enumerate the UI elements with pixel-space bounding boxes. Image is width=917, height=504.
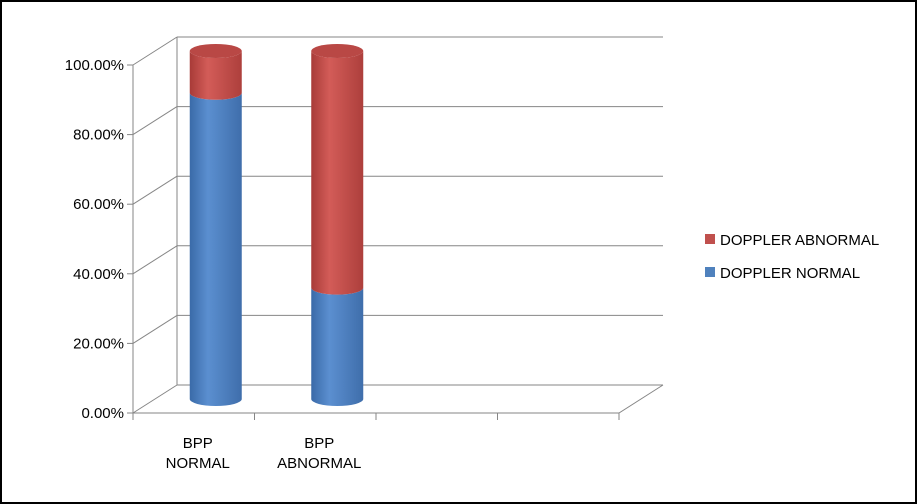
x-axis-labels: BPP NORMAL BPP ABNORMAL <box>166 435 362 472</box>
bar-top <box>189 44 242 58</box>
bar-segment <box>189 92 242 406</box>
bar-segment <box>311 287 364 406</box>
side-wall-gridline <box>132 175 178 205</box>
x-category-label-line: BPP <box>183 435 213 452</box>
legend-swatch <box>705 234 715 244</box>
y-tick-label: 80.00% <box>73 127 124 144</box>
x-category-label: BPP ABNORMAL <box>277 435 361 472</box>
chart-bars <box>189 44 364 406</box>
legend-label: DOPPLER NORMAL <box>720 265 860 282</box>
x-category-label: BPP NORMAL <box>166 435 230 472</box>
bar-segment <box>311 51 364 295</box>
chart-walls <box>132 36 664 420</box>
bar-stack <box>189 44 242 406</box>
bar-stack <box>311 44 364 406</box>
side-wall-gridline <box>132 245 178 275</box>
chart-legend: DOPPLER ABNORMAL DOPPLER NORMAL <box>705 232 879 282</box>
x-category-label-line: NORMAL <box>166 455 230 472</box>
y-tick-label: 100.00% <box>65 57 124 74</box>
legend-swatch <box>705 267 715 277</box>
bar-segment <box>189 51 242 100</box>
side-wall-gridline <box>132 384 178 414</box>
y-tick-label: 20.00% <box>73 335 124 352</box>
y-axis-ticks: 0.00% 20.00% 40.00% 60.00% 80.00% 100.00% <box>65 57 133 422</box>
side-wall-gridline <box>132 36 178 66</box>
x-category-label-line: ABNORMAL <box>277 455 361 472</box>
legend-label: DOPPLER ABNORMAL <box>720 232 879 249</box>
x-category-label-line: BPP <box>304 435 334 452</box>
y-tick-label: 60.00% <box>73 196 124 213</box>
y-tick-label: 40.00% <box>73 266 124 283</box>
side-wall-gridline <box>132 106 178 136</box>
bar-top <box>311 44 364 58</box>
y-tick-label: 0.00% <box>81 405 124 422</box>
side-wall-gridline <box>132 314 178 344</box>
